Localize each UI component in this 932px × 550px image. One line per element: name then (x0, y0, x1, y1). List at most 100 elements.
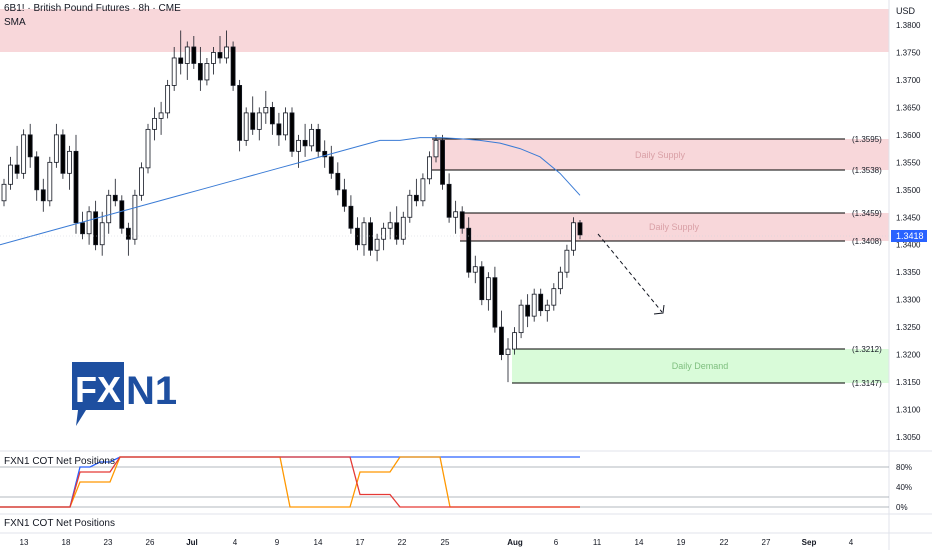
zone-label-supply-1: Daily Supply (635, 150, 686, 160)
candle-body (47, 161, 53, 202)
candle-body (368, 222, 373, 251)
candle-body (191, 46, 197, 64)
candle-body (557, 271, 563, 290)
price-tick-13: 1.3150 (896, 378, 921, 387)
zone-label-supply-2: Daily Supply (649, 222, 700, 232)
candle-body (73, 150, 79, 224)
candle-body (132, 194, 138, 240)
time-tick-11: Aug (507, 538, 523, 547)
candle-body (361, 222, 367, 246)
candle-body (485, 277, 491, 301)
candle-body (125, 227, 131, 240)
candle-body (145, 128, 151, 169)
candle-body (119, 200, 125, 229)
candle-body (499, 326, 504, 355)
time-tick-8: 17 (356, 538, 365, 547)
candle-body (413, 194, 419, 202)
time-tick-9: 22 (398, 538, 407, 547)
candle-body (230, 46, 236, 86)
candle-body (211, 52, 216, 64)
top-supply-zone (0, 9, 889, 52)
candle-body (106, 194, 112, 224)
cot-tick-80: 80% (896, 463, 912, 472)
candle-body (492, 277, 498, 328)
candle-body (309, 128, 315, 147)
candle-body (479, 266, 485, 301)
candle-body (341, 189, 347, 207)
logo-badge-shape (72, 362, 124, 426)
candle-body (335, 172, 341, 191)
cot-series-2 (0, 456, 580, 508)
candle-body (302, 139, 308, 147)
zone-value-13212: (1.3212) (852, 345, 882, 354)
candle-body (112, 194, 118, 202)
candle-body (394, 222, 400, 240)
logo-fx-text: FX (75, 369, 121, 410)
time-tick-19: 4 (849, 538, 854, 547)
candle-body (459, 211, 465, 229)
time-ticks: 13 18 23 26 Jul 4 9 14 17 22 25 Aug 6 11 14 19 22 27 Sep 4 (20, 538, 854, 547)
candle-body (564, 249, 570, 273)
time-tick-16: 22 (720, 538, 729, 547)
time-tick-18: Sep (802, 538, 817, 547)
candle-body (217, 52, 223, 59)
candle-body (86, 211, 92, 235)
time-tick-0: 13 (20, 538, 29, 547)
zone-label-demand: Daily Demand (672, 361, 729, 371)
candle-body (8, 164, 13, 185)
price-tick-0: 1.3800 (896, 21, 921, 30)
time-tick-15: 19 (677, 538, 686, 547)
candle-body (40, 189, 46, 202)
supply-zone-lower (460, 213, 889, 241)
candle-body (197, 63, 203, 81)
price-tick-3: 1.3650 (896, 103, 921, 112)
cot-tick-40: 40% (896, 483, 912, 492)
candle-body (250, 112, 256, 130)
cot-panel-title-bottom: FXN1 COT Net Positions (4, 518, 115, 529)
candle-body (171, 57, 177, 86)
candle-body (525, 304, 531, 317)
candle-body (296, 139, 301, 152)
candle-body (505, 348, 511, 355)
zone-value-13459: (1.3459) (852, 209, 882, 218)
candle-body (276, 123, 282, 136)
candle-body (283, 112, 288, 136)
time-tick-6: 9 (275, 538, 280, 547)
symbol-title: 6B1! · British Pound Futures · 8h · CME (4, 3, 181, 14)
candle-body (348, 205, 354, 229)
price-tick-8: 1.3400 (896, 241, 921, 250)
zone-value-13538: (1.3538) (852, 166, 882, 175)
candle-body (466, 227, 472, 273)
time-tick-14: 14 (635, 538, 644, 547)
candle-body (433, 139, 439, 158)
candle-body (60, 134, 66, 174)
candle-body (577, 222, 583, 236)
candle-body (152, 117, 157, 130)
fxn1-logo-graphic: FX N1 (72, 362, 177, 426)
candle-body (178, 57, 184, 64)
cot-panel-title: FXN1 COT Net Positions (4, 456, 115, 467)
candle-body (243, 112, 249, 141)
time-tick-12: 6 (554, 538, 559, 547)
time-tick-17: 27 (762, 538, 771, 547)
candle-body (1, 183, 7, 202)
candle-body (531, 293, 537, 317)
price-tick-15: 1.3050 (896, 433, 921, 442)
sma-line (0, 137, 581, 246)
candle-body (224, 46, 229, 59)
candle-body (518, 304, 524, 334)
candle-body (355, 227, 360, 246)
candle-body (80, 222, 85, 235)
candle-body (512, 332, 517, 350)
candle-body (53, 134, 59, 163)
candle-body (256, 112, 262, 130)
zone-value-13147: (1.3147) (852, 379, 882, 388)
candle-body (400, 216, 406, 240)
price-tick-6: 1.3500 (896, 186, 921, 195)
fxn1-logo: FX N1 (72, 362, 184, 435)
candle-body (374, 238, 380, 251)
time-tick-4: Jul (186, 538, 198, 547)
indicator-label: SMA (4, 17, 26, 28)
candle-body (204, 63, 210, 81)
